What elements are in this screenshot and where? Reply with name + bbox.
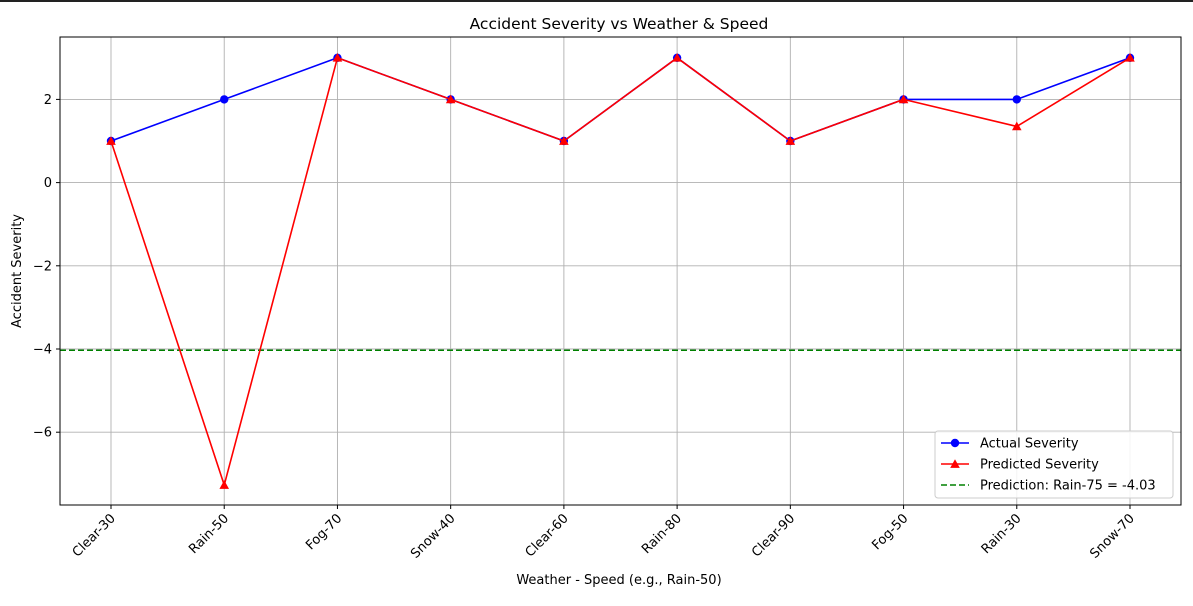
y-tick-label: −4: [33, 343, 52, 358]
y-tick-label: −2: [33, 259, 52, 274]
x-tick-label: Clear-90: [749, 511, 798, 560]
legend-box: [934, 430, 1174, 499]
x-tick-label: Clear-30: [70, 511, 119, 560]
window-top-border: [0, 0, 1193, 2]
predicted-severity-point: [445, 94, 456, 104]
x-tick-label: Fog-50: [869, 511, 911, 553]
predicted-severity-point: [672, 53, 682, 62]
actual-severity-point: [220, 95, 229, 104]
legend-marker-triangle: [950, 459, 960, 468]
predicted-severity-point: [785, 136, 796, 145]
x-axis-label: Weather - Speed (e.g., Rain-50): [516, 573, 721, 588]
x-tick-label: Rain-50: [186, 511, 232, 557]
predicted-severity-point: [898, 94, 909, 104]
predicted-severity-point: [106, 136, 116, 145]
legend-label: Prediction: Rain-75 = -4.03: [980, 479, 1156, 494]
predicted-severity-point: [219, 480, 230, 489]
x-tick-label: Rain-30: [979, 511, 1025, 557]
axes-layer: −6 −4 −2 0 2 Clear-30 Rain-50 Fog-70 Snow-40 Clea…: [33, 36, 1182, 562]
predicted-severity-point: [1125, 53, 1135, 62]
y-tick-label: −6: [33, 426, 52, 441]
data-layer: [60, 53, 1181, 489]
y-tick-label: 2: [44, 93, 52, 108]
grid-lines: [60, 37, 1181, 505]
predicted-severity-line: [110, 56, 1131, 486]
legend-label: Actual Severity: [980, 437, 1079, 452]
x-tick-label: Fog-70: [303, 511, 345, 553]
plot-frame: [59, 36, 1182, 506]
legend-label: Predicted Severity: [980, 458, 1099, 473]
predicted-severity-point: [1011, 121, 1022, 131]
actual-severity-point: [1012, 95, 1021, 104]
predicted-severity-point: [332, 53, 343, 62]
y-tick-label: 0: [44, 176, 52, 191]
x-tick-label: Snow-70: [1087, 511, 1137, 561]
predicted-severity-point: [559, 136, 569, 145]
x-tick-label: Snow-40: [408, 511, 458, 561]
legend: Actual Severity Predicted Severity Predict…: [934, 430, 1174, 499]
legend-marker-circle: [950, 438, 960, 448]
x-tick-label: Clear-60: [523, 511, 572, 560]
chart-title: Accident Severity vs Weather & Speed: [470, 15, 769, 33]
y-axis-label: Accident Severity: [10, 214, 25, 328]
x-tick-label: Rain-80: [639, 511, 685, 557]
